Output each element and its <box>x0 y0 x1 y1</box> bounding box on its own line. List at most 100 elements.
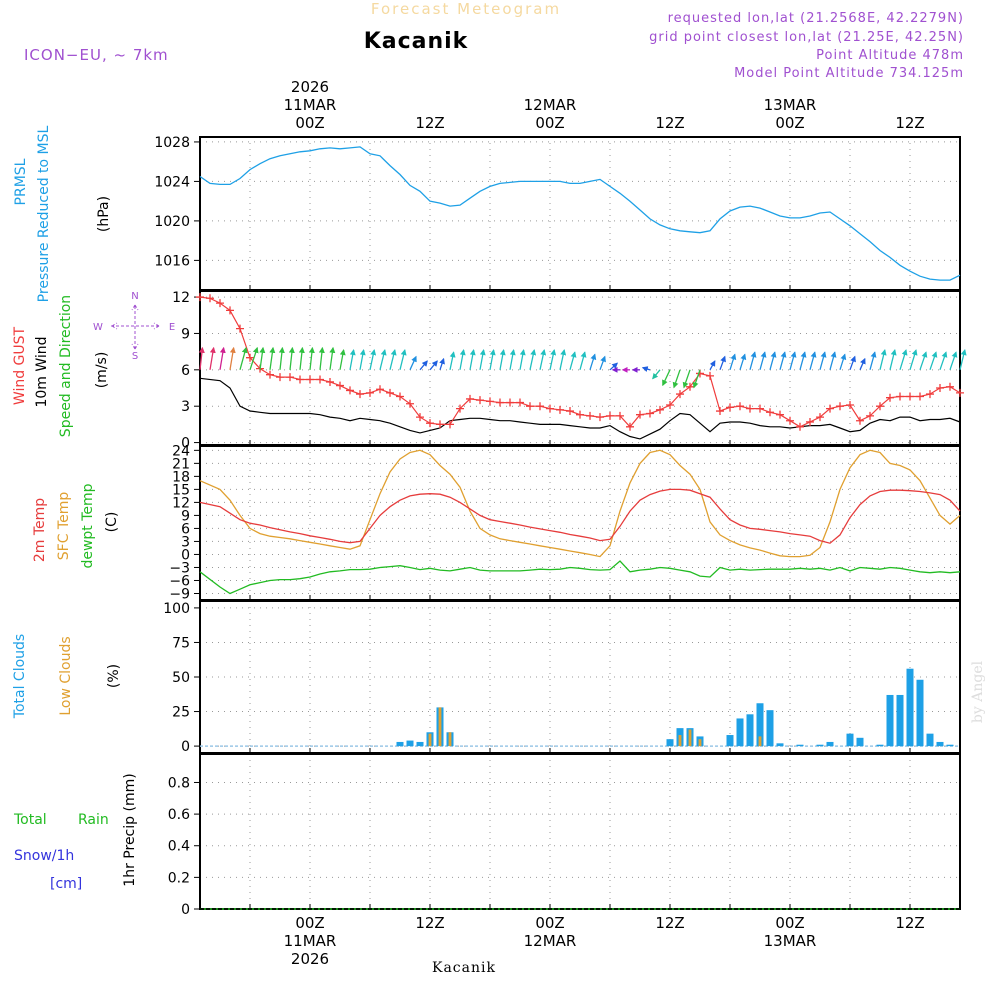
time-axis-label: 11MAR <box>284 96 337 114</box>
wind-gust-marker <box>756 404 764 413</box>
wind-direction-arrow <box>569 351 577 370</box>
time-axis-label: 2026 <box>291 950 329 968</box>
wind-direction-arrow <box>889 349 897 370</box>
wind-direction-arrow <box>579 351 587 370</box>
pressure-panel-frame <box>199 136 961 291</box>
wind-direction-arrow <box>549 349 557 370</box>
low-cloud-bar <box>438 707 442 747</box>
wind-direction-arrow <box>249 346 259 371</box>
total-cloud-bar <box>816 744 824 747</box>
temp-ytick-label: −6 <box>169 573 190 589</box>
dewpt-temp-line <box>199 560 961 595</box>
total-cloud-bar <box>876 744 884 747</box>
wind-gust-marker <box>836 402 844 411</box>
wind-gust-marker <box>596 413 604 422</box>
data-marks <box>196 146 967 910</box>
wind-gust-marker <box>816 413 824 422</box>
wind-gust-marker <box>796 422 804 431</box>
wind-direction-arrow <box>692 369 701 389</box>
total-cloud-bar <box>906 668 914 747</box>
pressure-ytick-label: 1028 <box>154 135 190 151</box>
wind-direction-arrow <box>789 351 797 370</box>
time-axis-label: 12Z <box>415 114 444 132</box>
wind-gust-marker <box>276 373 284 382</box>
wind-gust-marker <box>786 416 794 425</box>
wind-gust-marker <box>666 400 674 409</box>
total-cloud-bar <box>756 703 764 747</box>
time-axis-label: 2026 <box>291 78 329 96</box>
wind-direction-arrow <box>709 360 716 371</box>
pressure-label-msl: Pressure Reduced to MSL <box>36 125 52 302</box>
total-cloud-bar <box>666 739 674 747</box>
wind-direction-arrow <box>799 351 807 370</box>
wind-gust-marker <box>546 404 554 413</box>
wind-direction-arrow <box>359 349 366 370</box>
wind-gust-marker <box>216 299 224 308</box>
wind-direction-arrow <box>609 362 618 371</box>
total-cloud-bar <box>776 743 784 747</box>
wind-gust-marker <box>826 404 834 413</box>
total-cloud-bar <box>826 741 834 747</box>
wind-direction-arrow <box>269 346 276 370</box>
wind-gust-marker <box>196 293 204 302</box>
wind-gust-marker <box>456 404 464 413</box>
wind-gust-marker <box>536 402 544 411</box>
wind-direction-arrow <box>949 351 958 371</box>
time-axis-label: 12Z <box>895 914 924 932</box>
wind-direction-arrow <box>308 346 315 370</box>
panel-frames <box>199 136 961 910</box>
wind-gust-marker <box>246 353 254 362</box>
wind-gust-marker <box>576 410 584 419</box>
wind-direction-arrow <box>929 351 938 371</box>
total-cloud-bar <box>736 718 744 747</box>
wind-speed-dir-label: Speed and Direction <box>58 295 74 437</box>
wind-gust-marker <box>926 390 934 399</box>
pressure-ytick-label: 1020 <box>154 214 190 230</box>
time-axis-label: 12MAR <box>524 932 577 950</box>
total-cloud-bar <box>796 744 804 747</box>
wind-gust-marker <box>446 420 454 429</box>
temp-unit: (C) <box>104 512 120 533</box>
wind-ytick-label: 3 <box>181 399 190 415</box>
station-title: Kacanik <box>364 29 469 54</box>
wind-gust-label: Wind GUST <box>12 326 28 405</box>
watermark: by Angel <box>970 660 986 723</box>
wind-direction-arrow <box>559 349 567 370</box>
precip-snow-label: Snow/1h <box>14 848 74 864</box>
wind-gust-marker <box>656 405 664 414</box>
wind-10m-label: 10m Wind <box>34 336 50 407</box>
wind-speed-line <box>199 377 961 440</box>
requested-lonlat: requested lon,lat (21.2568E, 42.2279N) <box>668 11 964 26</box>
wind-gust-marker <box>806 417 814 426</box>
wind-gust-marker <box>776 410 784 419</box>
wind-direction-arrow <box>829 351 837 370</box>
precip-total-label: Total <box>13 812 47 828</box>
wind-direction-arrow <box>389 349 397 370</box>
pressure-label-prmsl: PRMSL <box>13 158 29 205</box>
precip-ytick-label: 0.8 <box>168 775 190 791</box>
total-cloud-bar <box>936 741 944 747</box>
wind-direction-arrow <box>449 351 456 370</box>
wind-direction-arrow <box>599 355 606 371</box>
temp-ytick-label: 3 <box>181 534 190 550</box>
wind-direction-arrow <box>539 349 547 370</box>
time-axis-label: 12Z <box>655 114 684 132</box>
pressure-unit: (hPa) <box>96 196 112 232</box>
total-cloud-bar <box>746 714 754 747</box>
wind-gust-marker <box>376 385 384 394</box>
wind-direction-arrow <box>682 369 691 389</box>
low-cloud-bar <box>448 732 452 747</box>
wind-direction-arrow <box>298 346 305 370</box>
wind-direction-arrow <box>839 353 847 371</box>
wind-direction-arrow <box>318 346 325 370</box>
total-cloud-bar <box>726 735 734 747</box>
wind-direction-arrow <box>809 351 817 370</box>
wind-direction-arrow <box>399 349 407 370</box>
wind-direction-arrow <box>749 351 757 370</box>
pressure-line <box>199 146 961 281</box>
wind-gust-marker <box>626 422 634 431</box>
wind-gust-marker <box>436 420 444 429</box>
wind-direction-arrow <box>529 349 537 370</box>
precip-axis-title: 1hr Precip (mm) <box>122 773 138 886</box>
